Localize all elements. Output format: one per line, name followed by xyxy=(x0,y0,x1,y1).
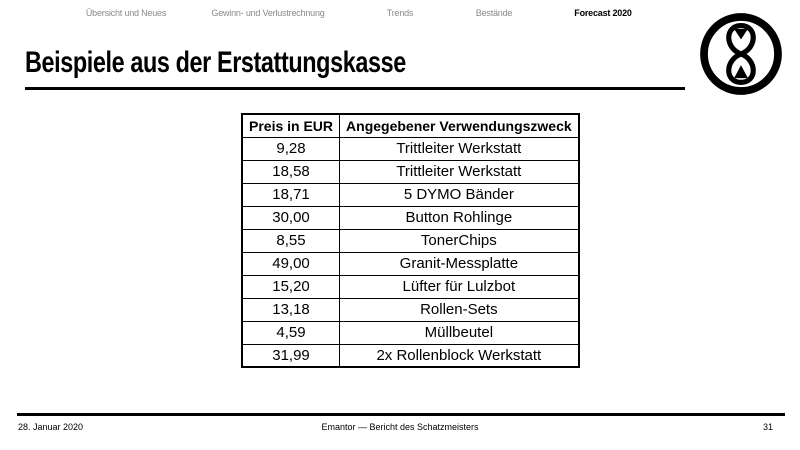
section-tab-2[interactable]: Trends xyxy=(386,8,414,18)
price-cell: 15,20 xyxy=(241,274,341,299)
price-cell: 9,28 xyxy=(241,136,341,161)
table-row: 31,99 2x Rollenblock Werkstatt xyxy=(241,343,580,368)
purpose-cell: Trittleiter Werkstatt xyxy=(339,159,580,184)
table-row: 30,00 Button Rohlinge xyxy=(241,205,580,230)
page-title: Beispiele aus der Erstattungskasse xyxy=(25,46,406,79)
footer-rule xyxy=(17,413,785,416)
price-cell: 13,18 xyxy=(241,297,341,322)
table-header-row: Preis in EUR Angegebener Verwendungszwec… xyxy=(241,113,580,138)
price-cell: 18,58 xyxy=(241,159,341,184)
section-tab-3[interactable]: Bestände xyxy=(475,8,513,18)
table-row: 13,18 Rollen-Sets xyxy=(241,297,580,322)
hourglass-logo-icon xyxy=(698,10,784,98)
purpose-cell: Rollen-Sets xyxy=(339,297,580,322)
expense-table: Preis in EUR Angegebener Verwendungszwec… xyxy=(241,113,580,368)
purpose-cell: 5 DYMO Bänder xyxy=(339,182,580,207)
purpose-cell: Trittleiter Werkstatt xyxy=(339,136,580,161)
table-row: 9,28 Trittleiter Werkstatt xyxy=(241,136,580,161)
section-tab-1[interactable]: Gewinn- und Verlustrechnung xyxy=(211,8,325,18)
footer-presentation-title: Emantor — Bericht des Schatzmeisters xyxy=(321,422,479,432)
price-cell: 4,59 xyxy=(241,320,341,345)
footer-date: 28. Januar 2020 xyxy=(18,422,84,432)
table-row: 15,20 Lüfter für Lulzbot xyxy=(241,274,580,299)
purpose-cell: TonerChips xyxy=(339,228,580,253)
table-row: 8,55 TonerChips xyxy=(241,228,580,253)
column-header-purpose: Angegebener Verwendungszweck xyxy=(339,113,580,138)
section-nav: Übersicht und Neues Gewinn- und Verlustre… xyxy=(0,0,700,24)
column-header-price: Preis in EUR xyxy=(241,113,341,138)
title-rule xyxy=(25,87,685,90)
purpose-cell: Müllbeutel xyxy=(339,320,580,345)
section-tab-0[interactable]: Übersicht und Neues xyxy=(85,8,167,18)
price-cell: 49,00 xyxy=(241,251,341,276)
page-number: 31 xyxy=(762,422,773,432)
table-row: 18,71 5 DYMO Bänder xyxy=(241,182,580,207)
table-row: 49,00 Granit-Messplatte xyxy=(241,251,580,276)
expense-table-body: 9,28 Trittleiter Werkstatt 18,58 Trittleite… xyxy=(241,136,580,368)
price-cell: 18,71 xyxy=(241,182,341,207)
purpose-cell: 2x Rollenblock Werkstatt xyxy=(339,343,580,368)
purpose-cell: Granit-Messplatte xyxy=(339,251,580,276)
table-row: 18,58 Trittleiter Werkstatt xyxy=(241,159,580,184)
section-tab-4[interactable]: Forecast 2020 xyxy=(574,8,632,18)
table-row: 4,59 Müllbeutel xyxy=(241,320,580,345)
purpose-cell: Lüfter für Lulzbot xyxy=(339,274,580,299)
price-cell: 30,00 xyxy=(241,205,341,230)
price-cell: 31,99 xyxy=(241,343,341,368)
price-cell: 8,55 xyxy=(241,228,341,253)
purpose-cell: Button Rohlinge xyxy=(339,205,580,230)
